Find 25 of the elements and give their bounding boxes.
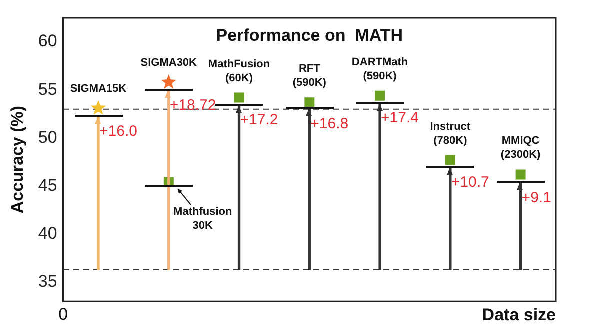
y-tick-label: 55 <box>38 80 58 99</box>
x-tick-label: SIGMA30K <box>140 56 198 69</box>
y-tick-label: 35 <box>38 272 58 292</box>
x-tick-label: Instruct (780K) <box>430 120 471 147</box>
data-label: +9.1 <box>522 190 552 207</box>
data-label: +17.4 <box>381 110 420 127</box>
y-axis-title: Accuracy (%) <box>8 106 27 214</box>
x-tick-label: SIGMA15K <box>70 82 127 95</box>
x-tick-label: DARTMath (590K) <box>352 56 408 82</box>
y-tick-label: 60 <box>38 32 58 51</box>
data-label: +17.2 <box>240 112 278 129</box>
annotation: Mathfusion 30K <box>174 206 232 232</box>
data-label: +10.7 <box>451 174 490 192</box>
y-tick-label: 40 <box>38 224 58 243</box>
data-label: +16.0 <box>100 123 138 140</box>
data-label: +18.72 <box>170 97 216 114</box>
y-tick-label: 50 <box>38 128 58 147</box>
y-tick-label: 45 <box>38 176 58 195</box>
x-axis-title: Data size <box>482 305 556 324</box>
x-tick-label: MMIQC (2300K) <box>500 135 542 162</box>
x-tick-label: MathFusion (60K) <box>208 58 270 84</box>
x-tick-label: RFT (590K) <box>292 63 327 90</box>
data-label: +16.8 <box>310 116 349 133</box>
text: Performance on MATH <box>216 26 404 46</box>
text: 0 <box>58 304 68 324</box>
